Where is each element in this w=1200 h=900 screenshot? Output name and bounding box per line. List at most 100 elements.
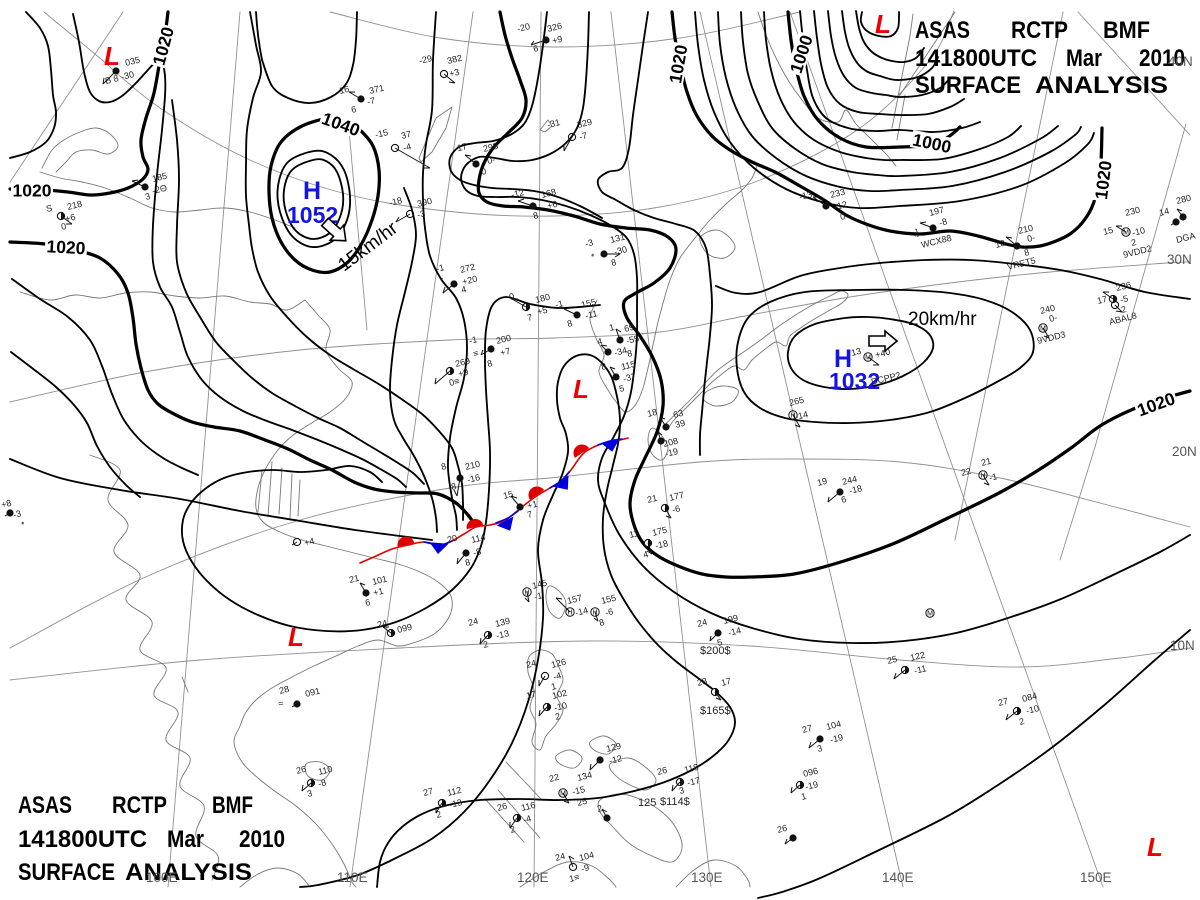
svg-text:M: M <box>1123 230 1129 237</box>
svg-text:-19: -19 <box>664 446 679 459</box>
svg-text:10: 10 <box>994 238 1006 250</box>
svg-text:-13: -13 <box>798 189 813 202</box>
svg-text:084: 084 <box>1021 691 1038 704</box>
svg-text:-8: -8 <box>317 777 327 789</box>
svg-text:2010: 2010 <box>1139 45 1185 72</box>
svg-text:150E: 150E <box>1080 870 1112 885</box>
svg-text:SURFACE: SURFACE <box>18 859 115 886</box>
svg-text:15: 15 <box>502 489 514 501</box>
svg-text:$165$: $165$ <box>700 705 731 717</box>
svg-text:168: 168 <box>540 187 557 200</box>
svg-text:27: 27 <box>997 696 1009 708</box>
svg-text:-17: -17 <box>453 141 468 154</box>
svg-text:0: 0 <box>839 211 846 222</box>
svg-text:22: 22 <box>960 466 972 478</box>
svg-text:122: 122 <box>909 650 926 663</box>
svg-text:M: M <box>927 611 933 618</box>
svg-text:104: 104 <box>825 719 842 732</box>
svg-text:326: 326 <box>546 21 563 34</box>
svg-text:0-: 0- <box>486 154 496 166</box>
svg-text:ANALYSIS: ANALYSIS <box>125 859 252 886</box>
svg-text:-15: -15 <box>571 784 586 797</box>
svg-text:≈: ≈ <box>277 698 284 709</box>
svg-text:110E: 110E <box>337 870 368 885</box>
svg-text:2: 2 <box>554 711 561 722</box>
svg-text:-1: -1 <box>988 471 998 483</box>
svg-text:-19: -19 <box>829 732 844 745</box>
svg-text:Mar: Mar <box>1066 45 1102 72</box>
svg-text:-1: -1 <box>435 262 445 274</box>
svg-text:2: 2 <box>509 824 516 835</box>
svg-text:22: 22 <box>548 772 560 784</box>
svg-text:5: 5 <box>618 383 625 394</box>
svg-text:M: M <box>865 355 871 362</box>
svg-text:14: 14 <box>1158 206 1170 218</box>
svg-text:-5: -5 <box>1119 293 1129 305</box>
svg-text:8: 8 <box>450 481 457 492</box>
svg-text:371: 371 <box>368 83 385 96</box>
svg-text:-4: -4 <box>522 813 532 825</box>
svg-text:B 8: B 8 <box>104 73 120 86</box>
svg-text:18: 18 <box>646 407 658 419</box>
svg-text:*: * <box>439 275 445 286</box>
svg-text:,]: ,] <box>912 227 919 238</box>
svg-text:-11: -11 <box>913 663 927 676</box>
svg-text:8: 8 <box>610 257 617 268</box>
svg-text:-10: -10 <box>553 700 568 713</box>
svg-text:2: 2 <box>1018 716 1025 727</box>
svg-text:-4: -4 <box>402 141 412 153</box>
svg-text:-12: -12 <box>510 187 525 200</box>
svg-text:21: 21 <box>980 456 992 468</box>
svg-text:-3: -3 <box>12 508 22 520</box>
svg-text:1020: 1020 <box>13 180 52 200</box>
svg-text:7: 7 <box>526 312 533 323</box>
svg-text:269: 269 <box>454 356 471 369</box>
svg-text:19: 19 <box>816 476 828 488</box>
svg-text:180: 180 <box>534 292 551 305</box>
svg-text:$200$: $200$ <box>700 645 731 657</box>
svg-text:298: 298 <box>482 141 499 154</box>
svg-text:100E: 100E <box>146 870 178 885</box>
svg-text:25: 25 <box>886 654 898 666</box>
svg-text:25: 25 <box>576 796 588 808</box>
svg-text:-13: -13 <box>495 628 510 641</box>
svg-text:L: L <box>875 9 891 39</box>
svg-text:+40: +40 <box>874 347 891 360</box>
svg-text:230: 230 <box>1124 205 1141 218</box>
svg-text:*: * <box>20 519 26 530</box>
svg-text:27: 27 <box>801 723 813 735</box>
svg-text:H: H <box>790 413 795 420</box>
svg-text:-19: -19 <box>804 779 819 792</box>
svg-text:115: 115 <box>620 359 636 372</box>
svg-text:120E: 120E <box>517 870 549 885</box>
svg-text:140E: 140E <box>882 870 914 885</box>
svg-text:0-: 0- <box>1048 312 1058 324</box>
svg-text:6: 6 <box>532 43 539 54</box>
svg-text:-17: -17 <box>686 775 701 788</box>
svg-text:+1: +1 <box>526 499 538 511</box>
svg-text:3: 3 <box>144 191 151 202</box>
svg-text:125: 125 <box>638 797 656 809</box>
svg-text:-4: -4 <box>552 670 562 682</box>
svg-text:+1: +1 <box>372 586 384 598</box>
svg-text:-9: -9 <box>580 862 590 874</box>
svg-text:27: 27 <box>422 786 434 798</box>
svg-text:+6: +6 <box>546 199 558 211</box>
svg-text:7: 7 <box>526 509 533 520</box>
svg-text:1: 1 <box>550 681 557 692</box>
svg-text:-30: -30 <box>120 69 135 82</box>
svg-text:4: 4 <box>642 549 649 560</box>
svg-text:17: 17 <box>1096 294 1108 306</box>
svg-text:+9: +9 <box>457 367 469 379</box>
svg-text:20: 20 <box>446 533 458 545</box>
svg-text:240: 240 <box>1039 303 1056 316</box>
svg-text:-6: -6 <box>604 606 614 618</box>
svg-text:091: 091 <box>304 686 321 699</box>
svg-text:3: 3 <box>816 743 823 754</box>
svg-text:244: 244 <box>841 474 858 487</box>
svg-text:≡: ≡ <box>472 348 480 359</box>
svg-text:H: H <box>980 473 985 480</box>
svg-text:157: 157 <box>566 593 583 606</box>
svg-text:26: 26 <box>656 765 668 777</box>
svg-text:20km/hr: 20km/hr <box>908 309 977 330</box>
